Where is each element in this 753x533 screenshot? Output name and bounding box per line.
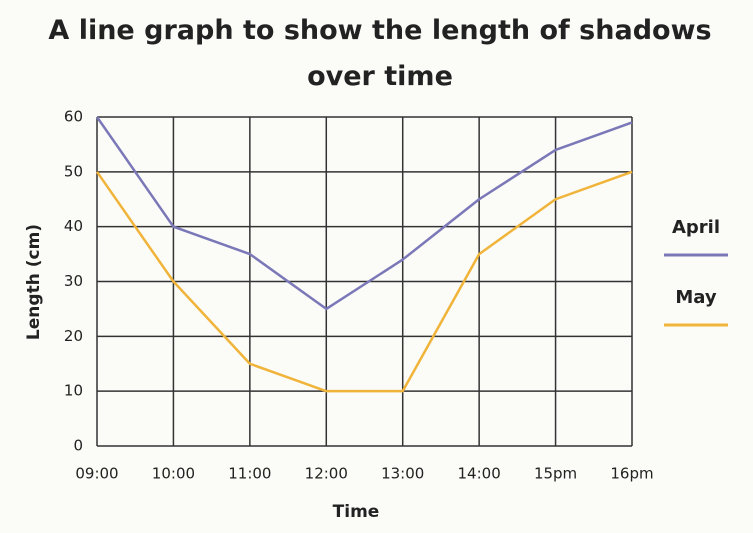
y-tick-label: 60 (64, 108, 83, 126)
line (95, 170, 633, 393)
x-tick-label: 09:00 (75, 465, 118, 483)
y-tick-label: 30 (64, 272, 83, 290)
legend-label: April (672, 217, 720, 238)
x-tick-label: 15pm (534, 465, 577, 483)
x-axis-label: Time (333, 502, 380, 522)
x-tick-label: 14:00 (458, 465, 501, 483)
y-tick-label: 10 (64, 382, 83, 400)
x-tick-label: 16pm (610, 465, 653, 483)
chart-title: A line graph to show the length of shado… (48, 15, 712, 92)
legend-label: May (675, 287, 717, 308)
y-tick-label: 20 (64, 327, 83, 345)
x-tick-label: 13:00 (381, 465, 424, 483)
x-tick-label: 11:00 (228, 465, 271, 483)
line (95, 116, 633, 311)
y-tick-label: 50 (64, 162, 83, 180)
y-axis-label: Length (cm) (24, 224, 44, 340)
x-tick-label: 10:00 (152, 465, 195, 483)
x-tick-label: 12:00 (305, 465, 348, 483)
y-tick-label: 0 (73, 437, 83, 455)
y-tick-label: 40 (64, 217, 83, 235)
